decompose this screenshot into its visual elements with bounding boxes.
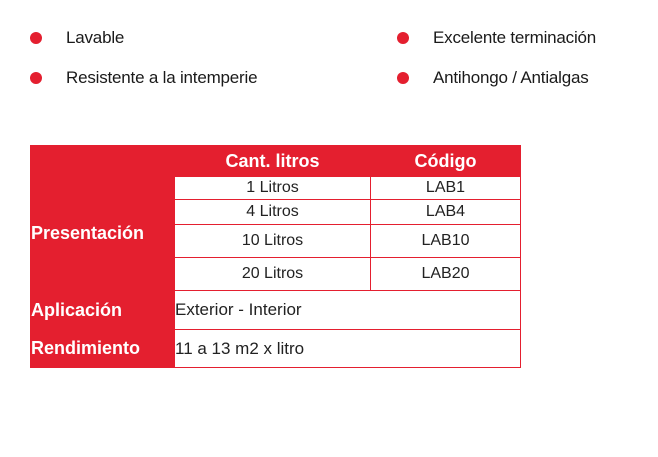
code-cell: LAB4: [370, 199, 521, 225]
liters-cell: 10 Litros: [174, 224, 371, 258]
table-row: 20 Litros LAB20: [31, 257, 521, 291]
feature-label: Excelente terminación: [433, 28, 597, 47]
feature-item: Resistente a la intemperie: [30, 68, 258, 88]
liters-cell: 4 Litros: [174, 199, 371, 225]
table-row-rendimiento: Rendimiento 11 a 13 m2 x litro: [30, 329, 521, 368]
bullet-dot-icon: [30, 72, 42, 84]
bullet-dot-icon: [397, 32, 409, 44]
header-liters: Cant. litros: [174, 145, 371, 177]
header-blank-cell: [30, 145, 175, 177]
rendimiento-label: Rendimiento: [30, 329, 175, 368]
feature-item: Excelente terminación: [397, 28, 596, 48]
presentacion-label: Presentación: [30, 176, 175, 291]
table-row: Presentación 1 Litros LAB1: [30, 176, 521, 291]
liters-cell: 20 Litros: [174, 257, 371, 291]
feature-item: Antihongo / Antialgas: [397, 68, 589, 88]
feature-label: Antihongo / Antialgas: [433, 68, 589, 87]
feature-list: Lavable Resistente a la intemperie Excel…: [0, 0, 658, 110]
header-code: Código: [370, 145, 521, 177]
table-row-aplicacion: Aplicación Exterior - Interior: [30, 290, 521, 330]
table-header-row: Cant. litros Código: [30, 145, 521, 177]
table-row: 10 Litros LAB10: [31, 224, 521, 258]
feature-item: Lavable: [30, 28, 124, 48]
feature-label: Resistente a la intemperie: [66, 68, 258, 87]
liters-cell: 1 Litros: [174, 176, 371, 200]
spec-table: Cant. litros Código Presentación 1 Litro…: [30, 145, 521, 368]
code-cell: LAB10: [370, 224, 521, 258]
aplicacion-value: Exterior - Interior: [174, 290, 521, 330]
code-cell: LAB20: [370, 257, 521, 291]
bullet-dot-icon: [397, 72, 409, 84]
aplicacion-label: Aplicación: [30, 290, 175, 330]
table-row: 4 Litros LAB4: [31, 199, 521, 225]
code-cell: LAB1: [370, 176, 521, 200]
rendimiento-value: 11 a 13 m2 x litro: [174, 329, 521, 368]
feature-label: Lavable: [66, 28, 125, 47]
bullet-dot-icon: [30, 32, 42, 44]
